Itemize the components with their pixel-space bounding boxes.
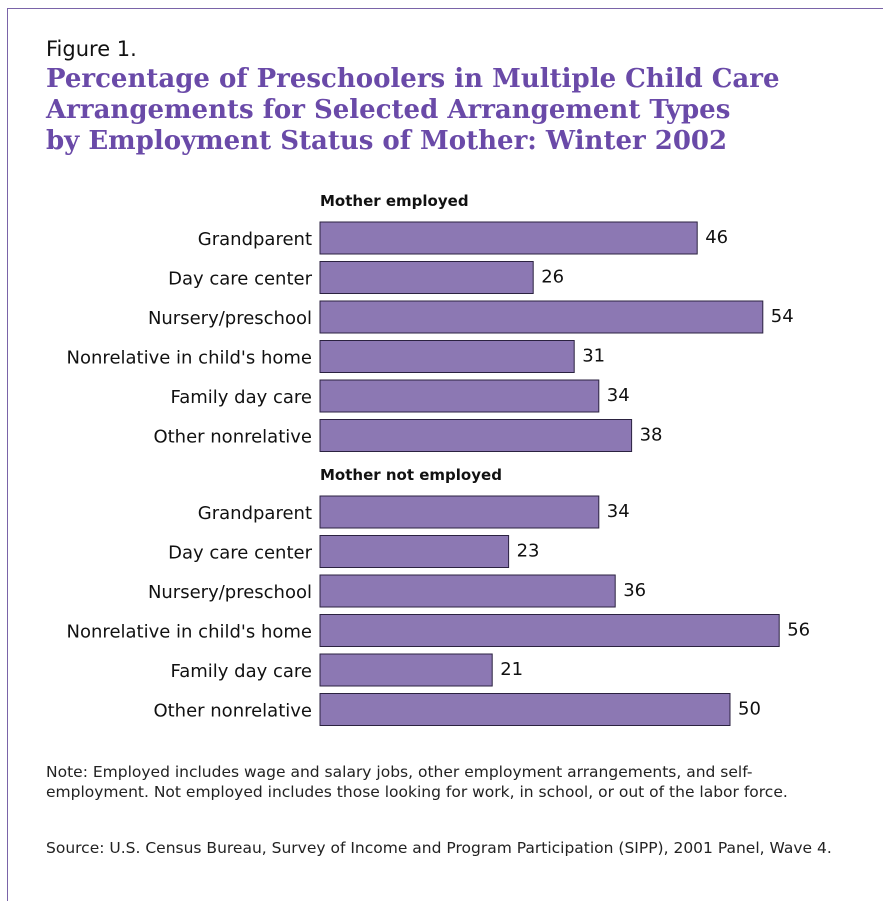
bar-2-1 xyxy=(319,495,600,529)
data-label-1-2: 26 xyxy=(541,267,564,288)
bar-2-2 xyxy=(319,535,510,568)
data-label-2-4: 56 xyxy=(787,620,810,641)
figure-title-line-3: by Employment Status of Mother: Winter 2… xyxy=(46,126,728,156)
frame-left-border xyxy=(7,8,8,901)
bar-1-5 xyxy=(319,379,600,413)
data-label-1-5: 34 xyxy=(607,385,630,406)
data-label-1-3: 54 xyxy=(771,306,794,327)
figure-source: Source: U.S. Census Bureau, Survey of In… xyxy=(46,839,832,857)
group-header-1: Mother employed xyxy=(320,192,469,210)
data-label-2-1: 34 xyxy=(607,501,630,522)
data-label-2-2: 23 xyxy=(517,541,540,562)
bar-1-3 xyxy=(319,300,764,334)
bar-1-4 xyxy=(319,340,575,373)
figure-title: Percentage of Preschoolers in Multiple C… xyxy=(46,64,846,157)
category-label-1-6: Other nonrelative xyxy=(153,427,312,448)
figure-note: Note: Employed includes wage and salary … xyxy=(46,763,788,801)
category-label-2-6: Other nonrelative xyxy=(153,701,312,722)
category-label-2-2: Day care center xyxy=(168,543,313,564)
category-label-2-4: Nonrelative in child's home xyxy=(67,622,312,643)
data-label-1-1: 46 xyxy=(705,227,728,248)
figure-title-line-1: Percentage of Preschoolers in Multiple C… xyxy=(46,64,780,94)
data-label-1-4: 31 xyxy=(582,346,605,367)
frame-top-border xyxy=(7,8,883,9)
bar-chart: Mother employed Grandparent 46 Day care cen… xyxy=(67,192,810,726)
category-label-2-3: Nursery/preschool xyxy=(148,582,312,603)
bar-2-4 xyxy=(319,614,780,647)
bar-2-3 xyxy=(319,574,616,608)
category-label-1-2: Day care center xyxy=(168,269,313,290)
figure-label: Figure 1. xyxy=(46,37,137,61)
data-label-2-5: 21 xyxy=(500,659,523,680)
bar-1-1 xyxy=(319,221,698,255)
category-label-1-5: Family day care xyxy=(171,387,312,408)
category-label-2-1: Grandparent xyxy=(198,503,312,524)
bar-1-2 xyxy=(319,261,534,294)
category-label-1-3: Nursery/preschool xyxy=(148,308,312,329)
bar-2-6 xyxy=(319,693,731,726)
bar-2-5 xyxy=(319,653,493,687)
category-label-2-5: Family day care xyxy=(171,661,312,682)
data-label-2-3: 36 xyxy=(623,580,646,601)
group-header-2: Mother not employed xyxy=(320,466,502,484)
bar-1-6 xyxy=(319,419,633,452)
data-label-1-6: 38 xyxy=(640,425,663,446)
category-label-1-4: Nonrelative in child's home xyxy=(67,348,312,369)
figure-title-line-2: Arrangements for Selected Arrangement Ty… xyxy=(46,95,731,125)
category-label-1-1: Grandparent xyxy=(198,229,312,250)
data-label-2-6: 50 xyxy=(738,699,761,720)
